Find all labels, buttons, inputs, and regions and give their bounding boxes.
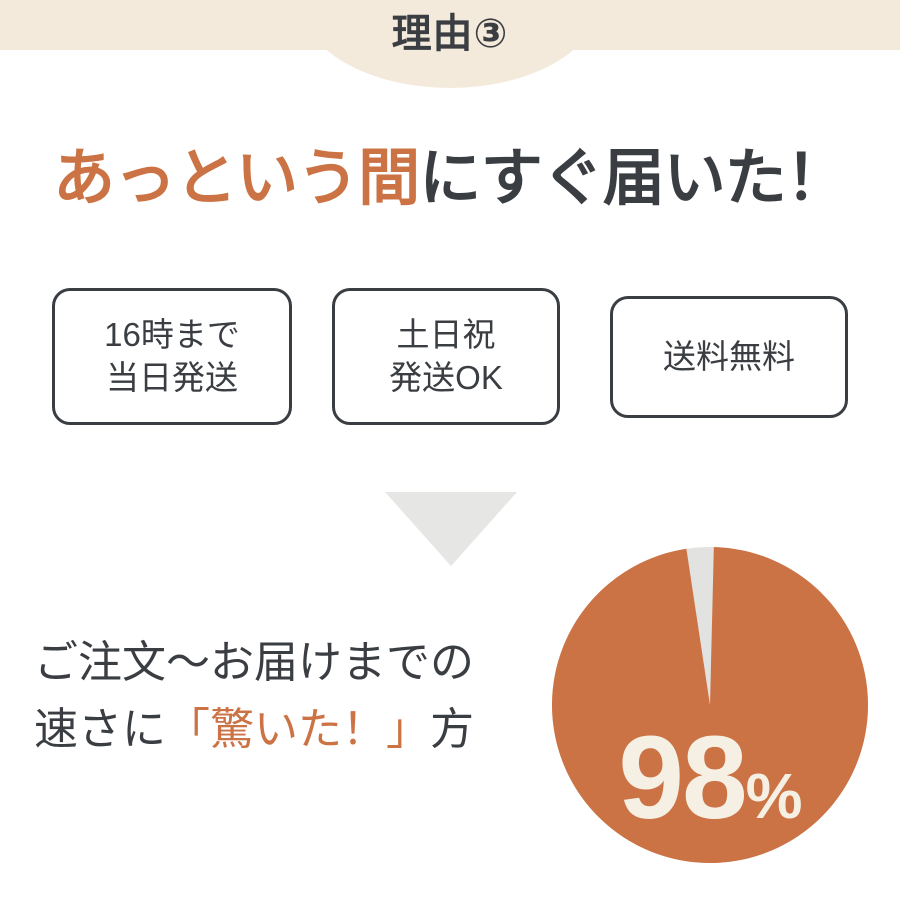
- caption-line2-suffix: 方: [430, 704, 474, 754]
- banner-title: 理由③: [391, 12, 509, 56]
- feature-box-line1: 送料無料: [663, 337, 795, 375]
- feature-box-free-shipping[interactable]: 送料無料: [610, 296, 848, 418]
- feature-box-line2: 発送OK: [389, 358, 503, 396]
- pie-center-number: 98: [618, 712, 747, 844]
- triangle-down-icon: [385, 492, 517, 566]
- satisfaction-pie-chart: 98%: [548, 543, 872, 867]
- feature-box-weekend-holiday-shipping[interactable]: 土日祝 発送OK: [332, 288, 560, 425]
- caption-line2-prefix: 速さに: [34, 704, 166, 754]
- survey-caption: ご注文〜お届けまでの 速さに「驚いた！」方: [34, 630, 534, 764]
- feature-box-line1: 16時まで: [104, 315, 240, 353]
- caption-line2-accent: 「驚いた！」: [166, 704, 430, 754]
- pie-center-unit: %: [745, 760, 803, 832]
- feature-box-same-day-shipping[interactable]: 16時まで 当日発送: [52, 288, 292, 425]
- headline: あっという間にすぐ届いた！: [0, 144, 900, 213]
- feature-box-line1: 土日祝: [396, 315, 496, 353]
- headline-rest-text: にすぐ届いた！: [419, 144, 848, 213]
- pie-slice-main: [552, 547, 869, 864]
- feature-box-line2: 当日発送: [106, 358, 238, 396]
- feature-box-group: 16時まで 当日発送 土日祝 発送OK 送料無料: [40, 285, 860, 430]
- pie-chart-svg: [552, 547, 869, 864]
- caption-line-2: 速さに「驚いた！」方: [34, 697, 534, 764]
- headline-accent-text: あっという間: [53, 144, 420, 213]
- caption-line-1: ご注文〜お届けまでの: [34, 638, 474, 687]
- pie-center-label: 98%: [548, 719, 872, 837]
